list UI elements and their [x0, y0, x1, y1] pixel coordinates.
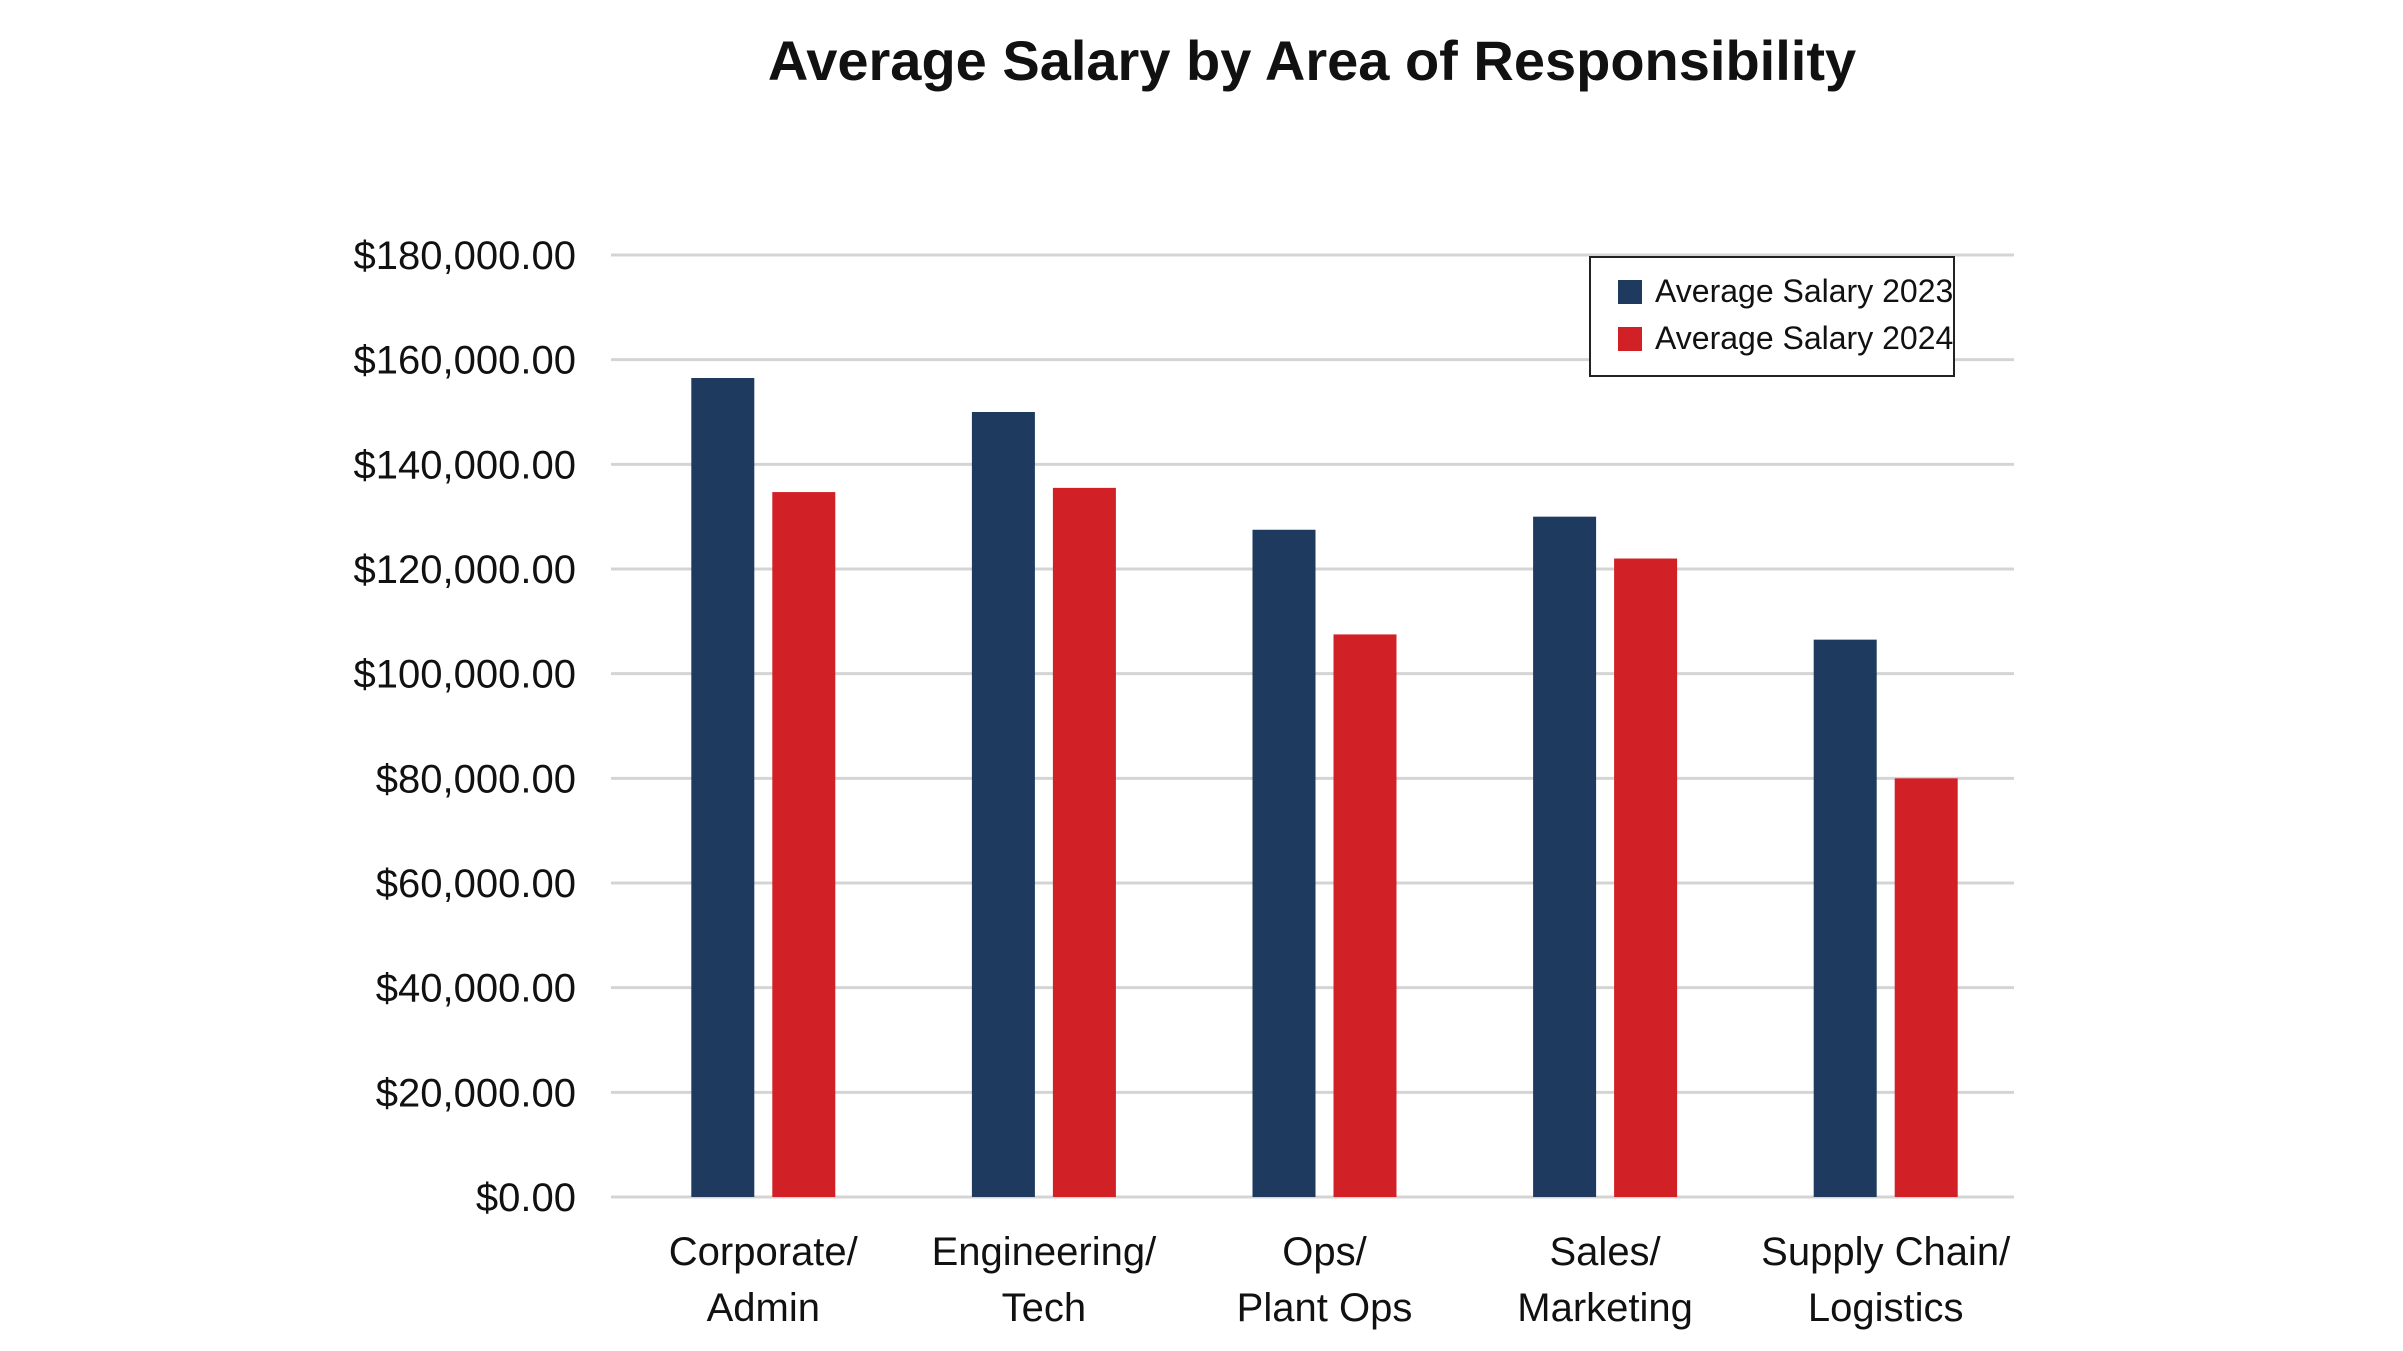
legend-box	[1589, 256, 1955, 377]
bar-2024	[1614, 558, 1678, 1197]
y-tick-label: $80,000.00	[376, 757, 576, 801]
x-tick-label: Logistics	[1808, 1286, 1964, 1330]
x-tick-label: Tech	[1002, 1286, 1087, 1330]
bar-2023	[971, 412, 1035, 1197]
bar-2024	[1052, 487, 1116, 1198]
bar-2024	[1894, 778, 1958, 1197]
bar-2023	[1533, 516, 1597, 1197]
x-tick-label: Sales/	[1550, 1230, 1662, 1274]
y-tick-label: $160,000.00	[354, 339, 576, 383]
legend-label-2023: Average Salary 2023	[1655, 273, 1953, 309]
legend: Average Salary 2023 Average Salary 2024	[1589, 256, 1955, 377]
bar-2023	[1813, 639, 1877, 1197]
y-tick-label: $120,000.00	[354, 548, 576, 592]
legend-swatch-2023	[1618, 280, 1642, 304]
legend-swatch-2024	[1618, 327, 1642, 351]
chart-title: Average Salary by Area of Responsibility	[768, 29, 1856, 92]
bar-2023	[1252, 529, 1316, 1197]
x-tick-label: Engineering/	[932, 1230, 1157, 1274]
x-tick-label: Admin	[707, 1286, 820, 1330]
x-tick-label: Plant Ops	[1237, 1286, 1413, 1330]
x-tick-label: Ops/	[1282, 1230, 1367, 1274]
bar-2023	[691, 377, 755, 1197]
x-tick-label: Marketing	[1517, 1286, 1693, 1330]
bar-2024	[1333, 634, 1397, 1197]
y-tick-label: $0.00	[476, 1176, 576, 1220]
x-tick-label: Supply Chain/	[1761, 1230, 2011, 1274]
y-tick-label: $20,000.00	[376, 1071, 576, 1115]
bar-2024	[772, 492, 836, 1197]
legend-label-2024: Average Salary 2024	[1655, 320, 1953, 356]
x-tick-label: Corporate/	[669, 1230, 859, 1274]
y-tick-label: $180,000.00	[354, 234, 576, 278]
y-tick-label: $60,000.00	[376, 862, 576, 906]
y-tick-label: $40,000.00	[376, 967, 576, 1011]
y-tick-label: $100,000.00	[354, 653, 576, 697]
y-tick-label: $140,000.00	[354, 443, 576, 487]
